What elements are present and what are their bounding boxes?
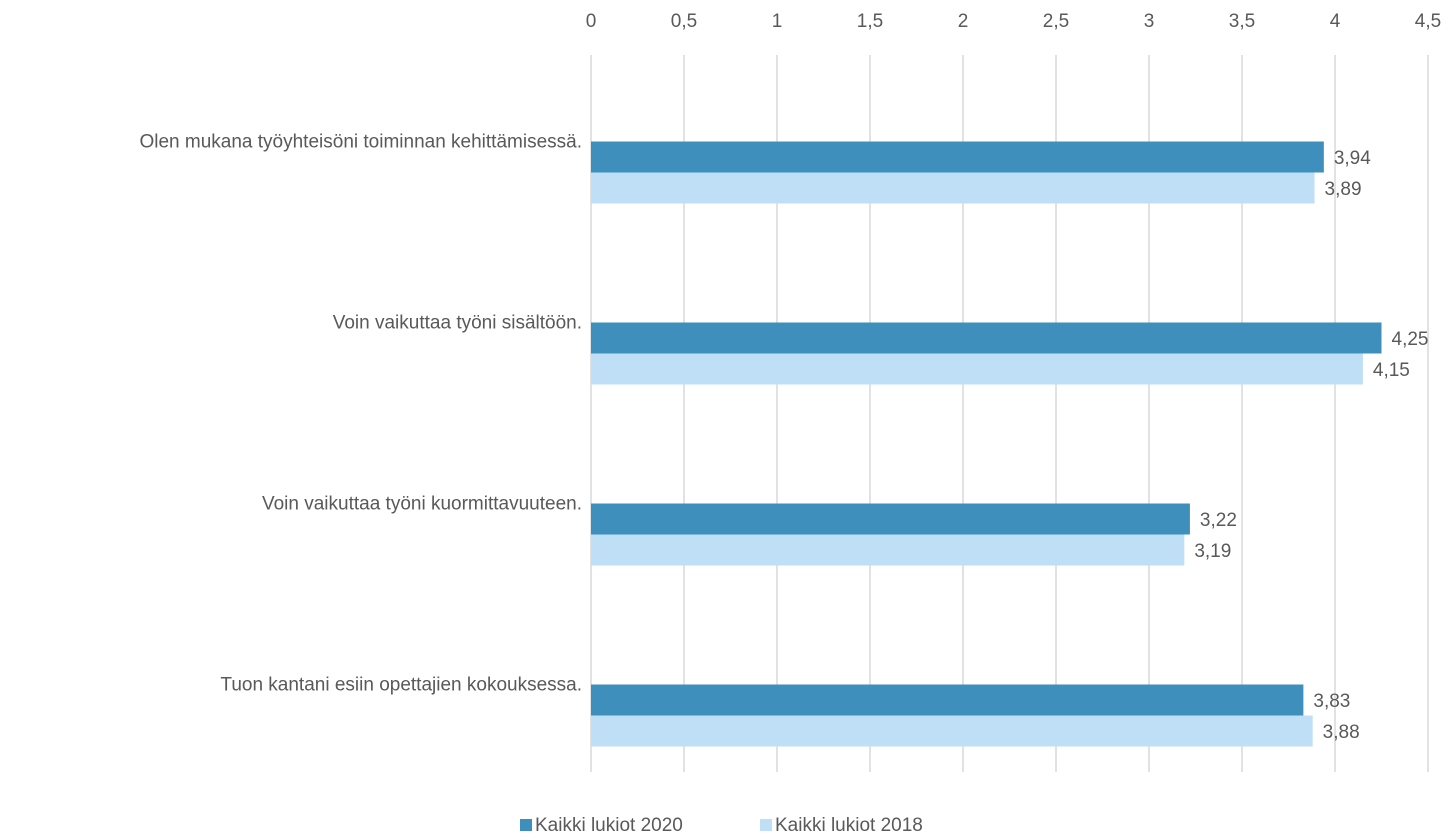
legend-swatch xyxy=(520,819,532,831)
bar xyxy=(591,503,1190,535)
bar xyxy=(591,684,1304,716)
x-tick-label: 2,5 xyxy=(1043,11,1069,32)
data-label: 4,25 xyxy=(1392,329,1429,350)
legend-swatch xyxy=(760,819,772,831)
x-tick-label: 3 xyxy=(1144,11,1155,32)
x-tick-label: 4 xyxy=(1330,11,1341,32)
data-label: 3,88 xyxy=(1323,722,1360,743)
category-label: Voin vaikuttaa työni sisältöön. xyxy=(333,313,582,334)
x-tick-label: 2 xyxy=(958,11,969,32)
legend-label: Kaikki lukiot 2018 xyxy=(775,815,923,835)
x-tick-label: 4,5 xyxy=(1415,11,1441,32)
x-tick-label: 1,5 xyxy=(857,11,883,32)
category-label: Tuon kantani esiin opettajien kokouksess… xyxy=(220,675,582,696)
x-tick-label: 0,5 xyxy=(671,11,697,32)
bar xyxy=(591,322,1382,354)
x-tick-label: 1 xyxy=(772,11,783,32)
data-label: 3,94 xyxy=(1334,148,1371,169)
data-label: 3,22 xyxy=(1200,510,1237,531)
legend-label: Kaikki lukiot 2020 xyxy=(535,815,683,835)
data-label: 3,89 xyxy=(1325,179,1362,200)
bar xyxy=(591,353,1363,385)
bar xyxy=(591,534,1185,566)
x-tick-label: 0 xyxy=(586,11,597,32)
category-label: Olen mukana työyhteisöni toiminnan kehit… xyxy=(139,132,582,153)
bar xyxy=(591,715,1313,747)
bar xyxy=(591,141,1324,173)
data-label: 3,83 xyxy=(1313,691,1350,712)
x-tick-label: 3,5 xyxy=(1229,11,1255,32)
data-label: 4,15 xyxy=(1373,360,1410,381)
category-label: Voin vaikuttaa työni kuormittavuuteen. xyxy=(262,494,582,515)
bar xyxy=(591,172,1315,204)
data-label: 3,19 xyxy=(1194,541,1231,562)
